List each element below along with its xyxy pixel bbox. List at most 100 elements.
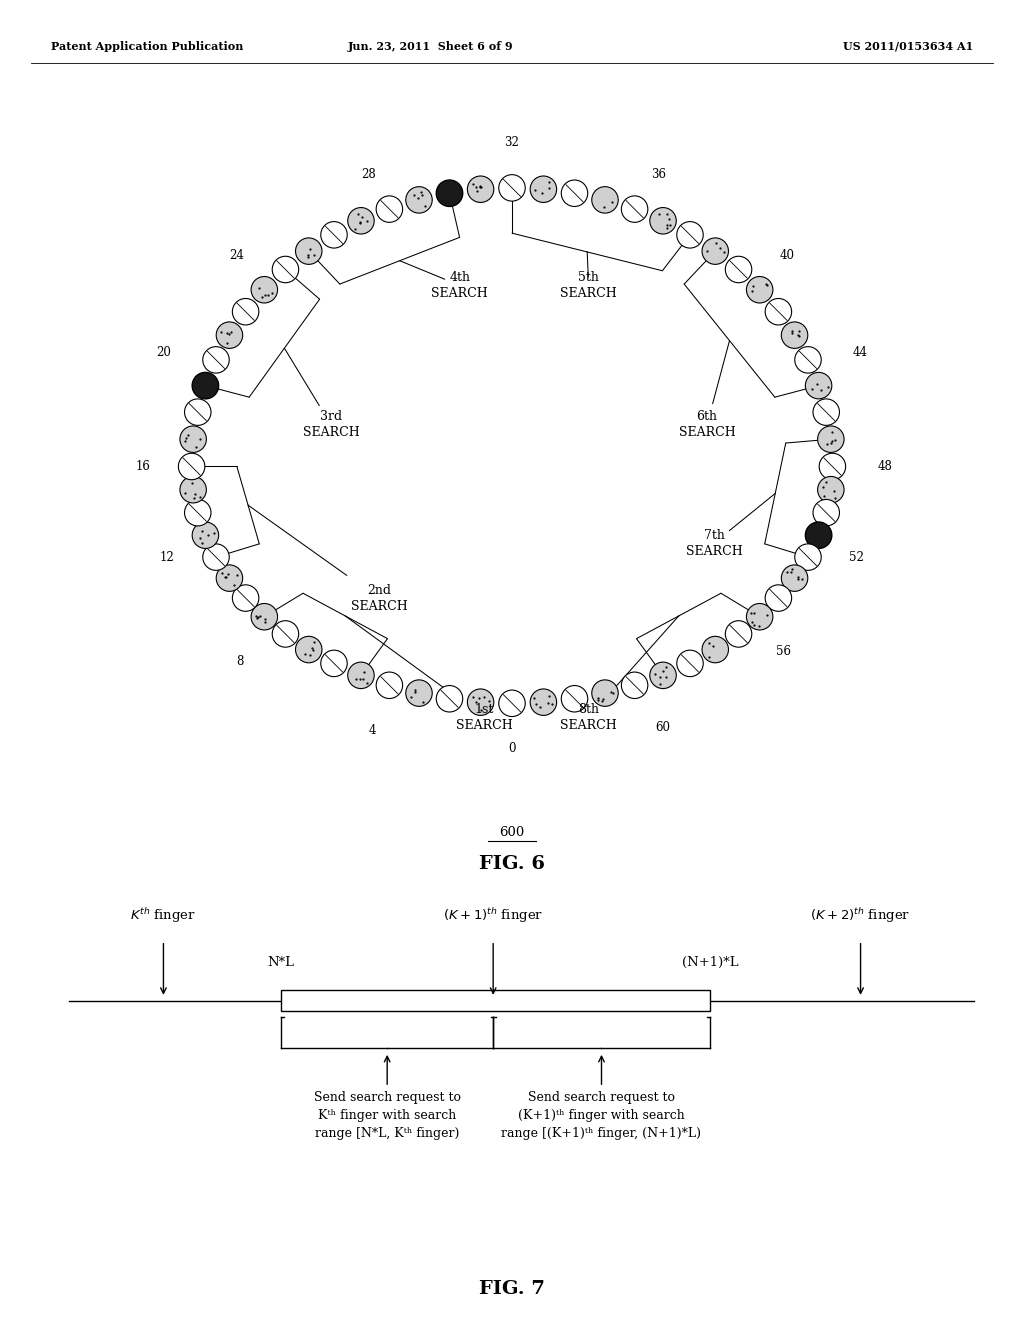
Text: $K^{th}$ finger: $K^{th}$ finger	[130, 906, 197, 924]
Circle shape	[203, 347, 229, 374]
Circle shape	[193, 521, 219, 549]
Circle shape	[499, 174, 525, 201]
Circle shape	[702, 238, 728, 264]
Text: 5th
SEARCH: 5th SEARCH	[560, 271, 617, 300]
Text: 32: 32	[505, 136, 519, 149]
Circle shape	[272, 256, 299, 282]
Circle shape	[781, 322, 808, 348]
Circle shape	[348, 663, 374, 689]
Circle shape	[272, 620, 299, 647]
Circle shape	[530, 689, 557, 715]
Text: $(K+1)^{th}$ finger: $(K+1)^{th}$ finger	[443, 906, 544, 924]
Circle shape	[622, 672, 648, 698]
Text: Send search request to
(K+1)ᵗʰ finger with search
range [(K+1)ᵗʰ finger, (N+1)*L: Send search request to (K+1)ᵗʰ finger wi…	[502, 1090, 701, 1139]
Circle shape	[193, 372, 219, 399]
Circle shape	[467, 176, 494, 202]
Circle shape	[805, 521, 831, 549]
Circle shape	[725, 256, 752, 282]
Text: 12: 12	[160, 550, 175, 564]
Text: 52: 52	[849, 550, 864, 564]
Circle shape	[592, 186, 618, 213]
Circle shape	[765, 585, 792, 611]
Text: 600: 600	[500, 826, 524, 838]
Circle shape	[321, 222, 347, 248]
Circle shape	[180, 477, 207, 503]
Circle shape	[216, 322, 243, 348]
Circle shape	[702, 636, 728, 663]
Circle shape	[725, 620, 752, 647]
Circle shape	[296, 636, 322, 663]
Circle shape	[561, 180, 588, 206]
Circle shape	[746, 276, 773, 304]
Text: 44: 44	[853, 346, 867, 359]
Text: (N+1)*L: (N+1)*L	[682, 956, 738, 969]
Text: 56: 56	[776, 645, 792, 657]
Circle shape	[232, 298, 259, 325]
Circle shape	[805, 372, 831, 399]
Text: 3rd
SEARCH: 3rd SEARCH	[302, 411, 359, 440]
Circle shape	[376, 195, 402, 222]
Text: 40: 40	[780, 249, 795, 263]
Text: 7th
SEARCH: 7th SEARCH	[686, 528, 742, 557]
Circle shape	[813, 499, 840, 525]
Circle shape	[746, 603, 773, 630]
Circle shape	[321, 651, 347, 677]
Text: 16: 16	[135, 459, 151, 473]
Text: $(K+2)^{th}$ finger: $(K+2)^{th}$ finger	[810, 906, 910, 924]
Text: 4th
SEARCH: 4th SEARCH	[431, 271, 488, 300]
Circle shape	[251, 603, 278, 630]
Circle shape	[650, 207, 676, 234]
Circle shape	[376, 672, 402, 698]
Circle shape	[795, 544, 821, 570]
Circle shape	[203, 544, 229, 570]
Circle shape	[819, 453, 846, 479]
Circle shape	[184, 399, 211, 425]
Circle shape	[251, 276, 278, 304]
Text: 8: 8	[237, 655, 244, 668]
Text: FIG. 7: FIG. 7	[479, 1280, 545, 1299]
Circle shape	[184, 499, 211, 525]
Circle shape	[406, 680, 432, 706]
Circle shape	[232, 585, 259, 611]
Circle shape	[436, 180, 463, 206]
Circle shape	[817, 426, 844, 453]
Circle shape	[180, 426, 207, 453]
Circle shape	[296, 238, 322, 264]
Text: 1st
SEARCH: 1st SEARCH	[456, 702, 513, 731]
Circle shape	[499, 690, 525, 717]
Circle shape	[765, 298, 792, 325]
Text: 36: 36	[651, 168, 667, 181]
Circle shape	[216, 565, 243, 591]
Circle shape	[650, 663, 676, 689]
Text: 6th
SEARCH: 6th SEARCH	[679, 411, 735, 440]
Circle shape	[561, 685, 588, 711]
Text: Patent Application Publication: Patent Application Publication	[51, 41, 244, 51]
Circle shape	[467, 689, 494, 715]
Circle shape	[348, 207, 374, 234]
Text: 2nd
SEARCH: 2nd SEARCH	[351, 585, 408, 614]
Text: 0: 0	[508, 742, 516, 755]
Text: 60: 60	[655, 721, 670, 734]
Text: 28: 28	[361, 168, 376, 181]
Text: 4: 4	[369, 725, 376, 737]
Text: Send search request to
Kᵗʰ finger with search
range [N*L, Kᵗʰ finger): Send search request to Kᵗʰ finger with s…	[313, 1090, 461, 1139]
Circle shape	[436, 685, 463, 711]
Circle shape	[781, 565, 808, 591]
Text: US 2011/0153634 A1: US 2011/0153634 A1	[843, 41, 973, 51]
Bar	[282, 990, 710, 1011]
Text: N*L: N*L	[267, 956, 295, 969]
Circle shape	[795, 347, 821, 374]
Circle shape	[592, 680, 618, 706]
Text: Jun. 23, 2011  Sheet 6 of 9: Jun. 23, 2011 Sheet 6 of 9	[347, 41, 513, 51]
Circle shape	[813, 399, 840, 425]
Circle shape	[622, 195, 648, 222]
Text: FIG. 6: FIG. 6	[479, 854, 545, 873]
Text: 8th
SEARCH: 8th SEARCH	[560, 702, 617, 731]
Circle shape	[530, 176, 557, 202]
Circle shape	[677, 222, 703, 248]
Circle shape	[406, 186, 432, 213]
Text: 24: 24	[229, 249, 244, 263]
Text: 48: 48	[878, 459, 892, 473]
Text: 20: 20	[157, 346, 171, 359]
Circle shape	[677, 651, 703, 677]
